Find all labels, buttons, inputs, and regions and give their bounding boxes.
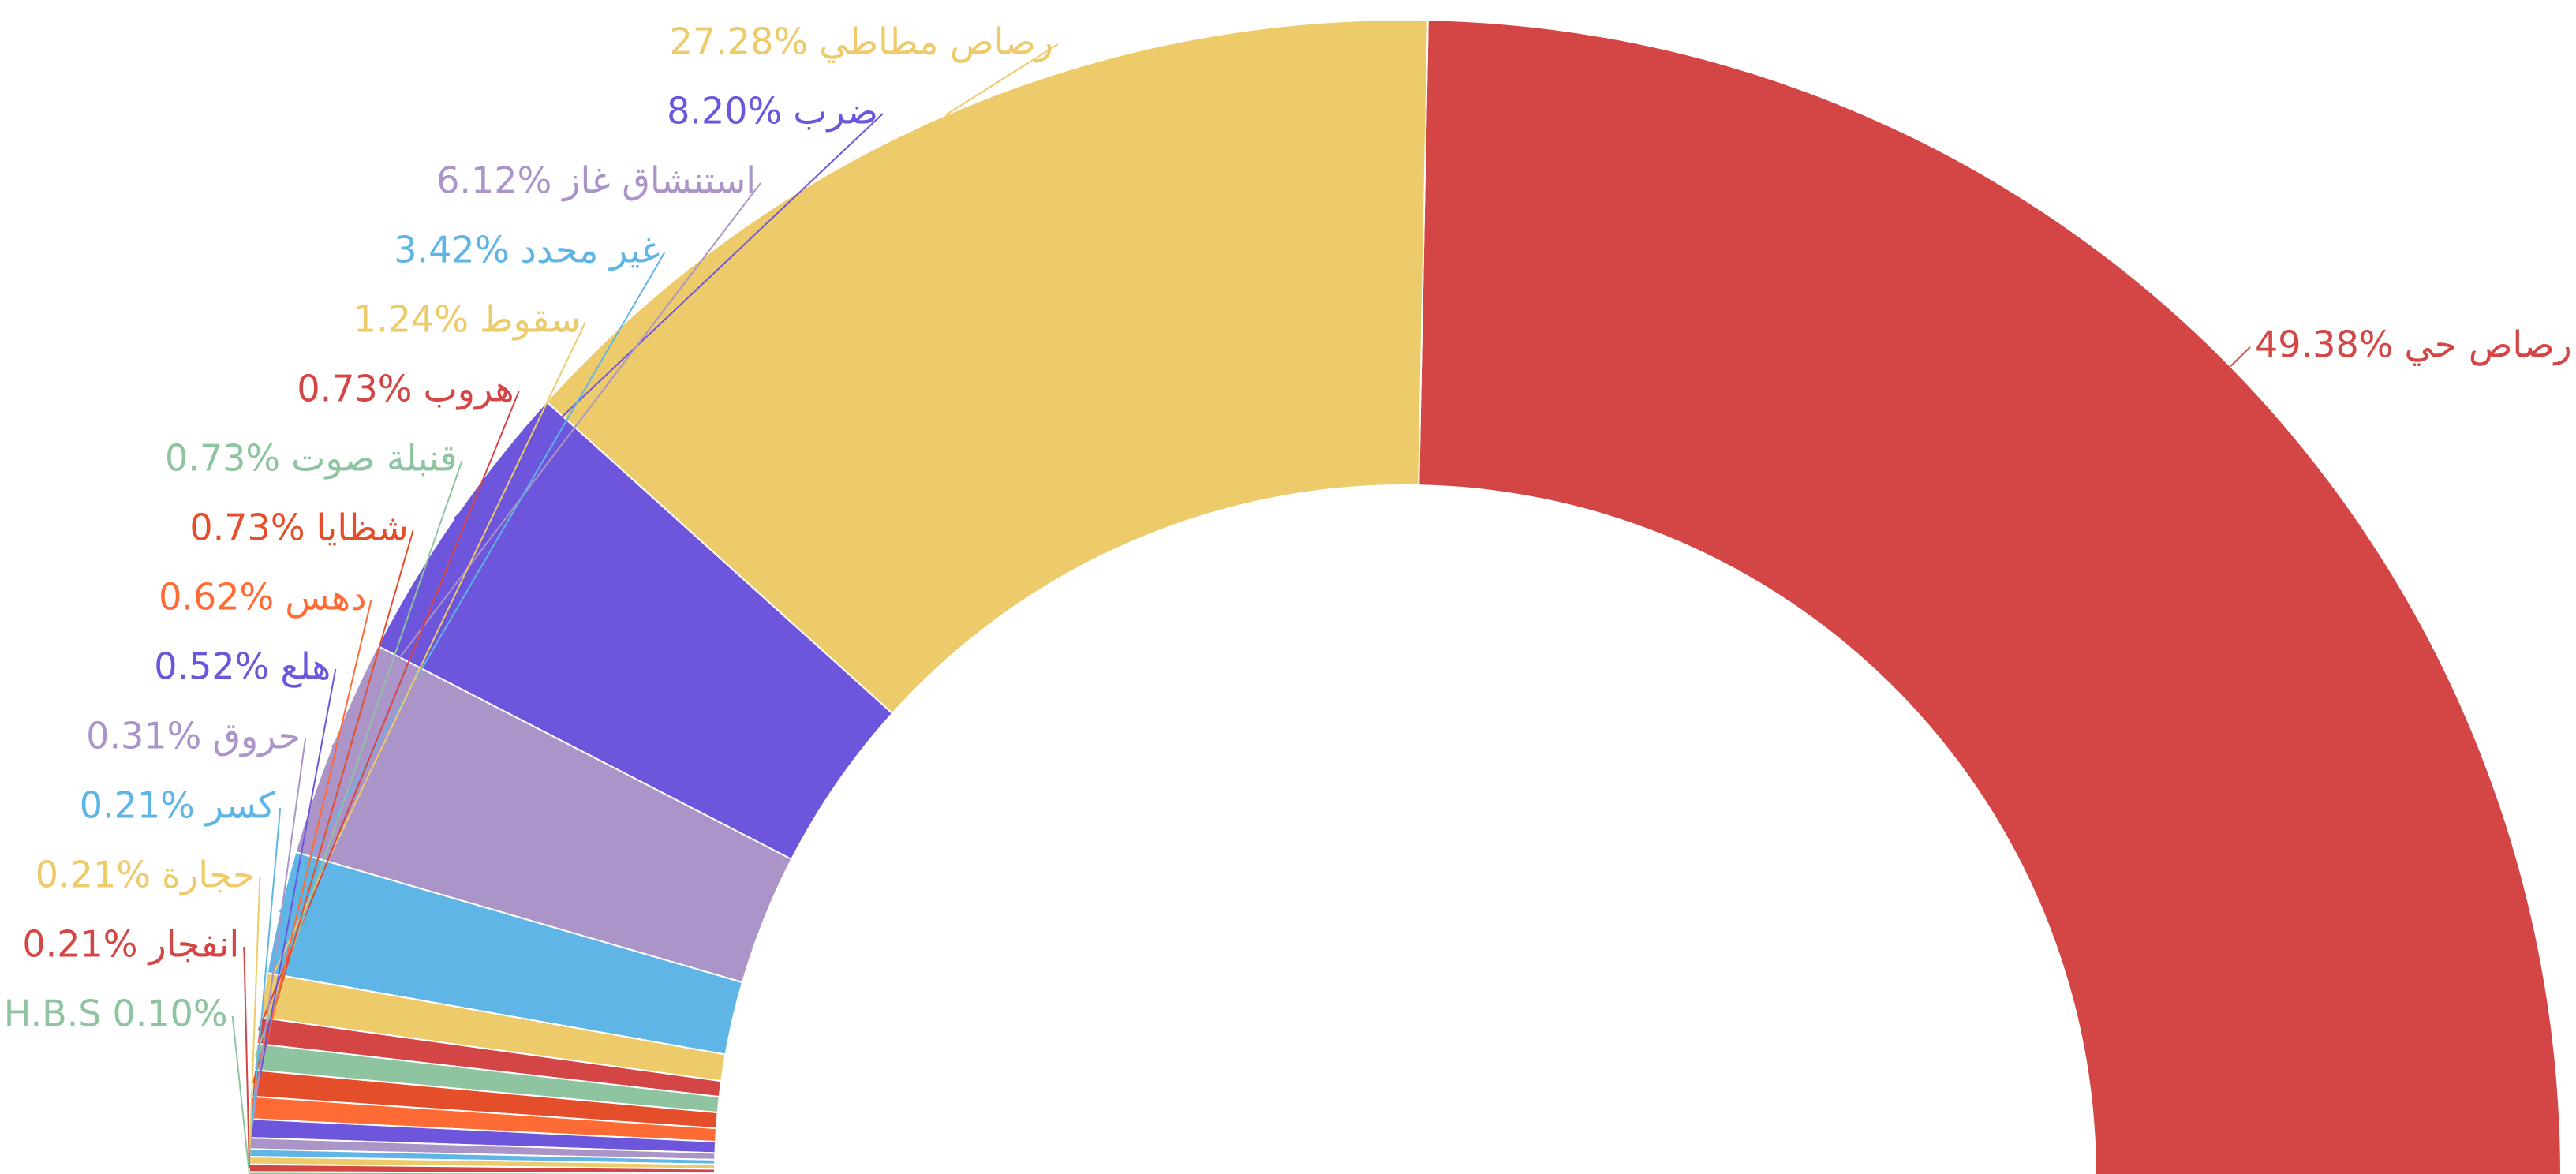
slice — [1418, 19, 2562, 1174]
value-label: 0.21% — [36, 854, 151, 896]
leader-line — [2230, 346, 2251, 368]
leader-line — [249, 807, 282, 1153]
value-label: 0.52% — [154, 645, 269, 688]
category-label: شظايا — [316, 507, 409, 549]
category-label: استنشاق غاز — [561, 159, 756, 202]
category-label: حروق — [212, 715, 301, 758]
leader-line — [249, 877, 261, 1161]
category-label: دهس — [285, 576, 366, 619]
leader-line — [263, 321, 587, 996]
category-label: كسر — [204, 784, 275, 828]
value-label: 49.38% — [2255, 323, 2393, 365]
leader-line — [454, 113, 884, 519]
category-label: انفجار — [148, 923, 240, 966]
leader-line — [249, 668, 337, 1129]
value-label: 3.42% — [394, 229, 509, 271]
leader-line — [243, 946, 251, 1168]
category-label: حجارة — [162, 854, 255, 896]
category-label: قنبلة صوت — [291, 437, 457, 480]
value-label: 0.21% — [80, 784, 195, 827]
slice — [545, 19, 1429, 715]
value-label: 27.28% — [670, 21, 808, 63]
value-label: 0.62% — [159, 576, 274, 619]
value-label: 0.21% — [22, 923, 137, 966]
category-label: غير محدد — [520, 229, 660, 272]
value-label: 1.24% — [353, 298, 469, 341]
category-label: رصاص مطاطي — [819, 21, 1053, 64]
value-label: 0.73% — [189, 507, 305, 549]
leader-line — [231, 1015, 250, 1174]
category-label: هلع — [280, 645, 331, 688]
leader-line — [331, 182, 761, 748]
category-label: رصاص حي — [2404, 323, 2571, 366]
leader-line — [945, 43, 1059, 116]
value-label: 6.12% — [436, 159, 551, 202]
value-label: 0.31% — [86, 715, 201, 757]
leader-line — [249, 738, 307, 1144]
value-label: 0.73% — [297, 368, 412, 410]
value-label: 0.73% — [165, 437, 280, 480]
category-label: سقوط — [480, 298, 581, 342]
category-label: H.B.S — [4, 993, 102, 1035]
value-label: 0.10% — [113, 993, 228, 1035]
category-label: ضرب — [793, 90, 878, 133]
value-label: 8.20% — [667, 90, 782, 133]
leader-line — [252, 529, 414, 1084]
category-label: هروب — [423, 368, 514, 411]
leader-line — [250, 599, 372, 1109]
